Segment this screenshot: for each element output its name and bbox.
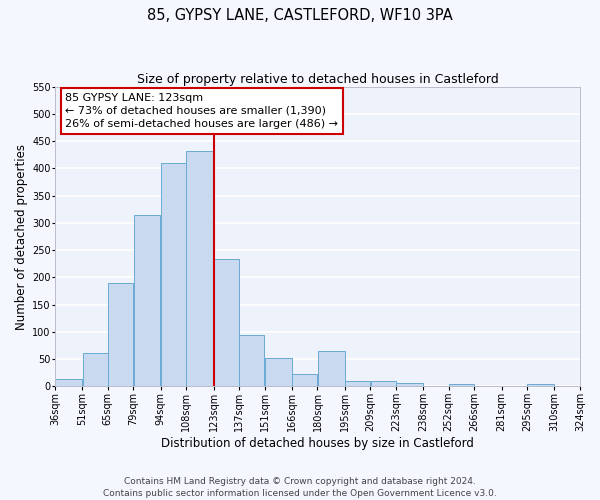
- Bar: [55, 380, 82, 386]
- Bar: [83, 353, 107, 386]
- Bar: [187, 151, 213, 386]
- Text: Contains HM Land Registry data © Crown copyright and database right 2024.
Contai: Contains HM Land Registry data © Crown c…: [103, 476, 497, 498]
- Bar: [239, 334, 265, 386]
- Bar: [318, 351, 344, 386]
- Bar: [371, 381, 395, 386]
- Bar: [214, 259, 239, 386]
- Bar: [527, 384, 554, 386]
- Bar: [134, 214, 160, 386]
- Title: Size of property relative to detached houses in Castleford: Size of property relative to detached ho…: [137, 72, 499, 86]
- Text: 85, GYPSY LANE, CASTLEFORD, WF10 3PA: 85, GYPSY LANE, CASTLEFORD, WF10 3PA: [147, 8, 453, 22]
- Bar: [449, 384, 474, 386]
- Bar: [345, 381, 370, 386]
- Bar: [292, 374, 317, 386]
- Bar: [108, 283, 133, 387]
- Text: 85 GYPSY LANE: 123sqm
← 73% of detached houses are smaller (1,390)
26% of semi-d: 85 GYPSY LANE: 123sqm ← 73% of detached …: [65, 92, 338, 129]
- Bar: [265, 358, 292, 386]
- X-axis label: Distribution of detached houses by size in Castleford: Distribution of detached houses by size …: [161, 437, 474, 450]
- Bar: [161, 163, 186, 386]
- Bar: [396, 382, 423, 386]
- Y-axis label: Number of detached properties: Number of detached properties: [15, 144, 28, 330]
